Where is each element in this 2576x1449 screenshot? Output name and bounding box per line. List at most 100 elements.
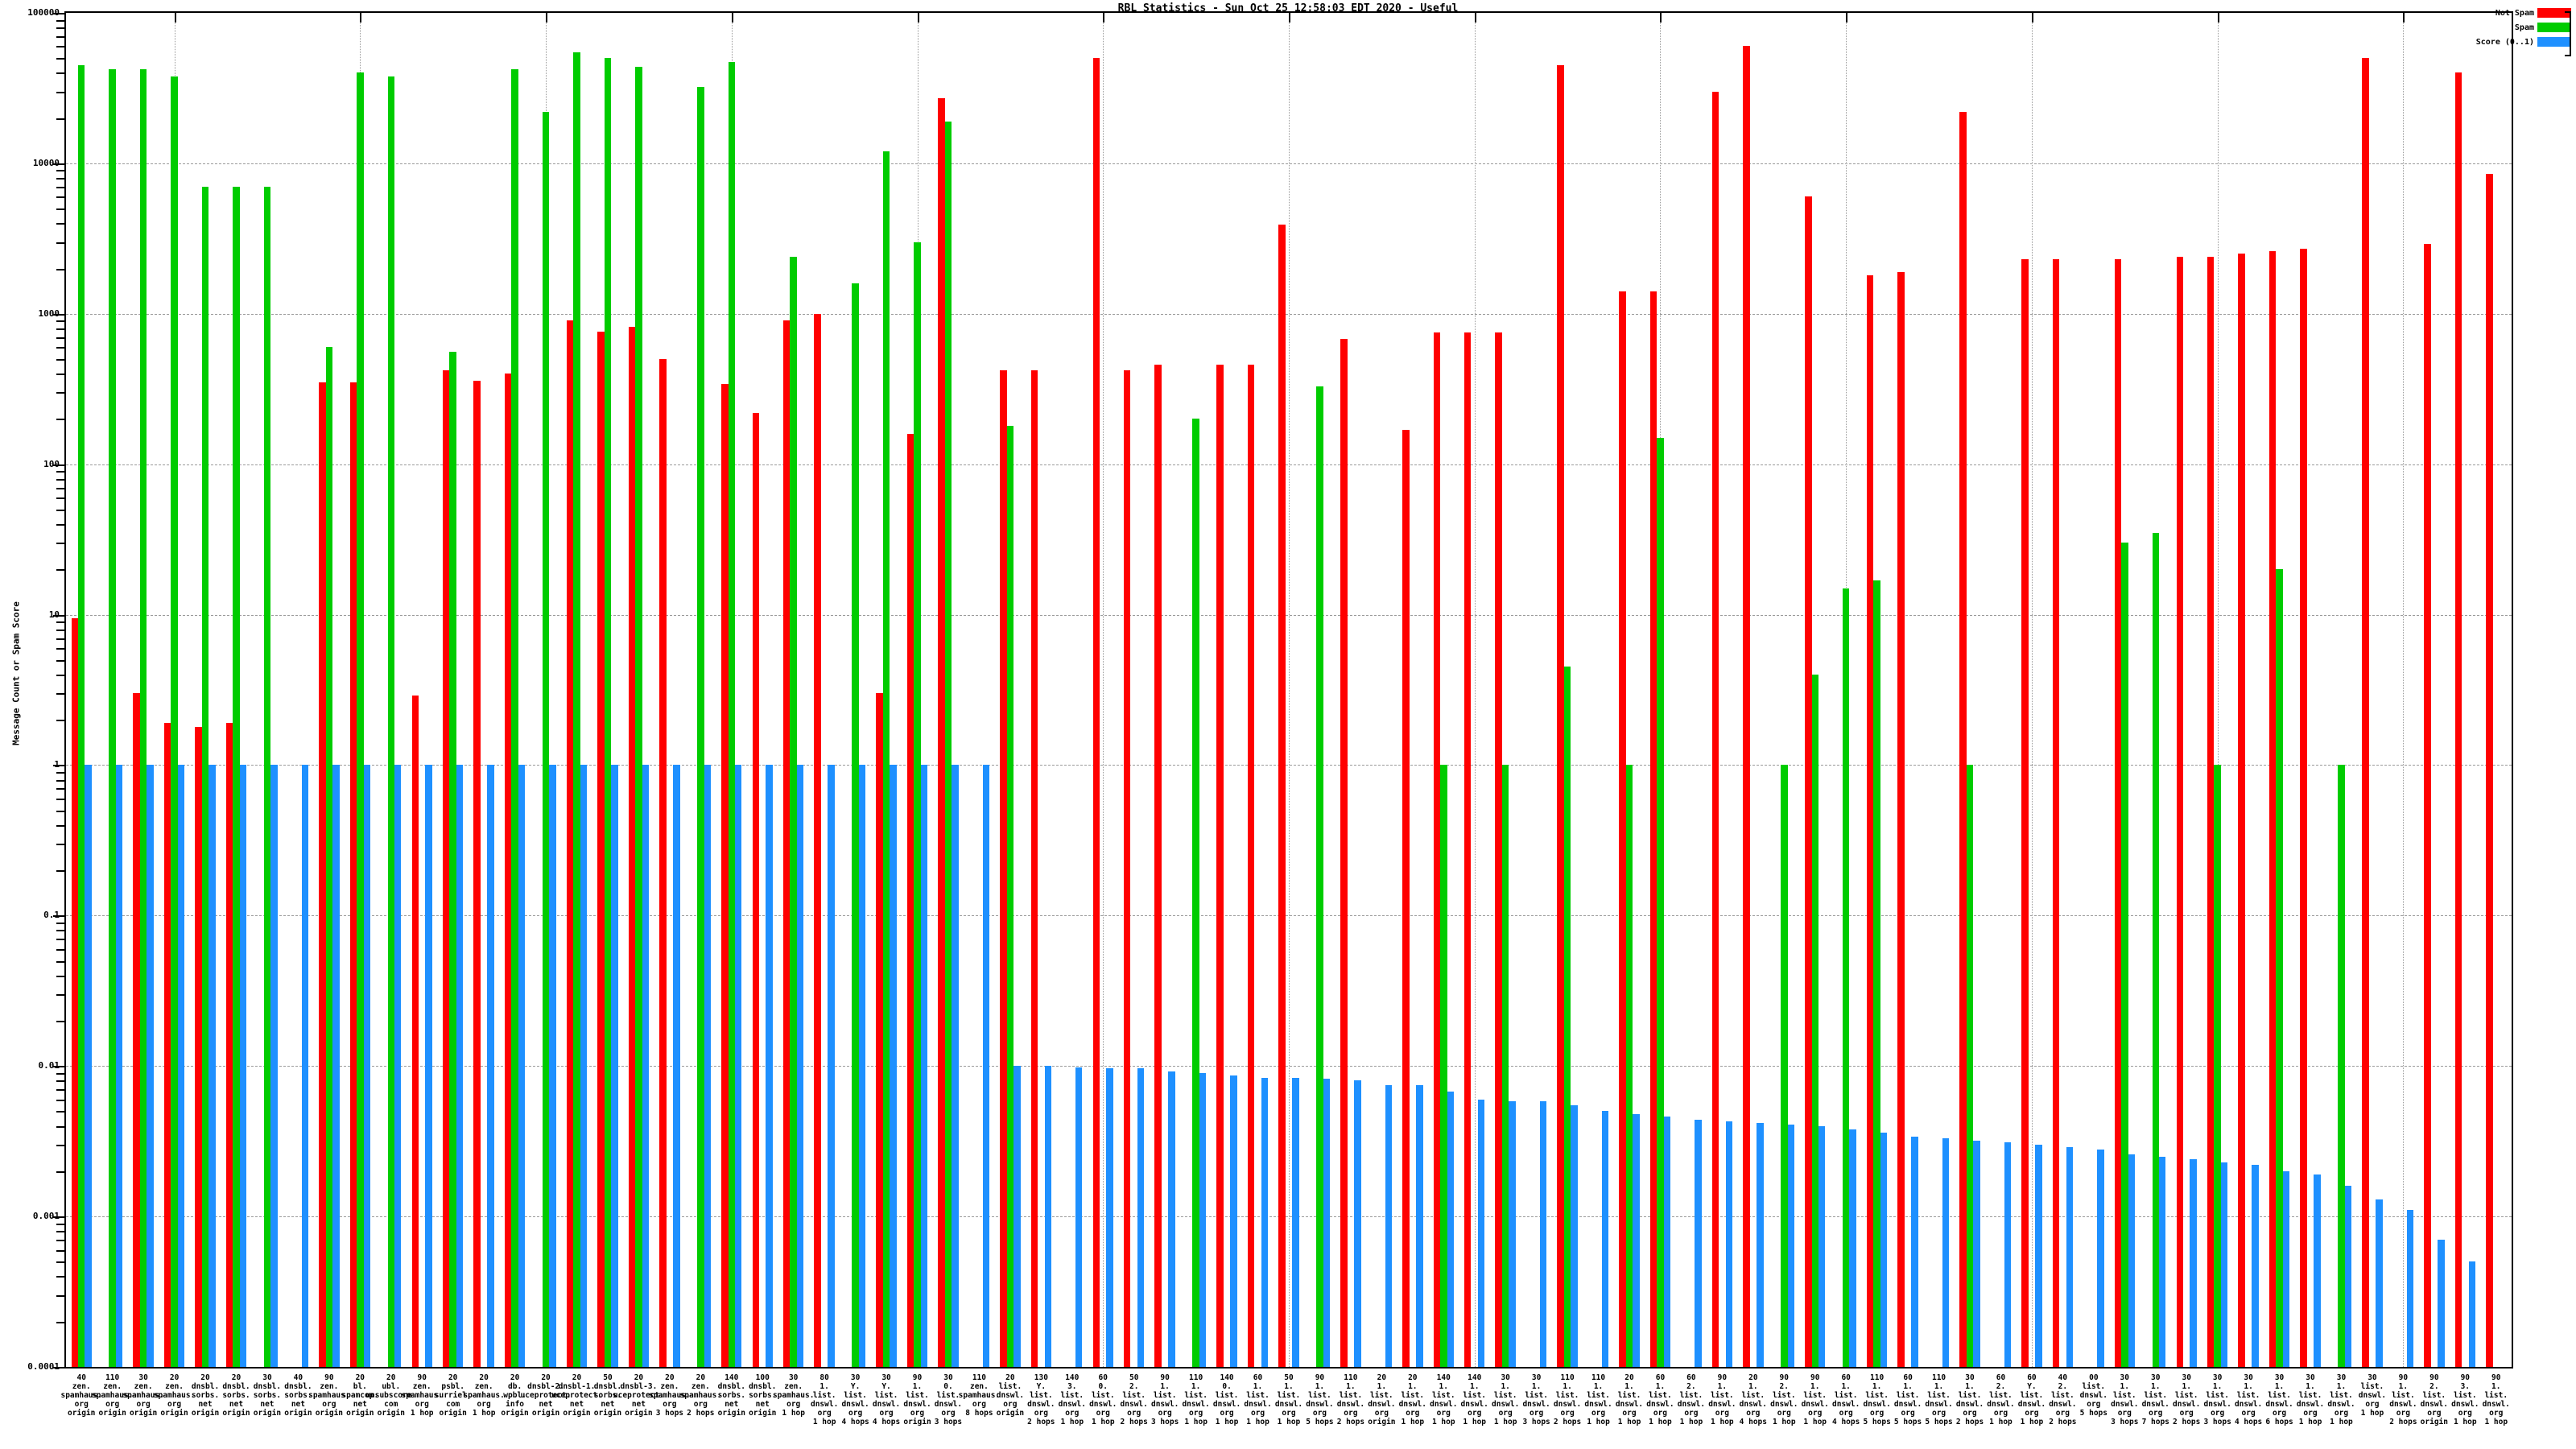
y-axis-minor-tick (56, 35, 66, 38)
x-axis-tick-label: 40 2. list. dnswl. org 2 hops (2049, 1373, 2077, 1426)
legend-item: Score (0..1) (2450, 35, 2571, 48)
bar-spam (2214, 765, 2221, 1367)
x-axis-tick-label: 140 3. list. dnswl. org 1 hop (1058, 1373, 1086, 1426)
x-axis-tick-label: 30 1. list. dnswl. org 6 hops (2265, 1373, 2293, 1426)
bar-spam (882, 151, 890, 1367)
bar-not-spam (1092, 58, 1100, 1367)
x-axis-tick-label: 30 1. list. dnswl. org 7 hops (2141, 1373, 2169, 1426)
bar-score (487, 765, 494, 1367)
bar-score (301, 765, 309, 1367)
x-axis-tick-label: 30 1. list. dnswl. org 3 hops (1522, 1373, 1550, 1426)
y-axis-minor-tick (56, 771, 66, 774)
bar-score (1757, 1122, 1764, 1367)
bar-not-spam (752, 412, 760, 1367)
bar-not-spam (2424, 244, 2431, 1367)
bar-score (766, 765, 773, 1367)
gridline-vertical (2403, 13, 2405, 1367)
x-axis-tick-label: 90 1. list. dnswl. org origin (903, 1373, 931, 1426)
bar-score (394, 765, 402, 1367)
bar-not-spam (1743, 46, 1750, 1367)
x-axis-tick-label: 30 zen. spamhaus. org origin (122, 1373, 164, 1418)
x-axis-tick-label: 30 list. dnswl. org 1 hop (2358, 1373, 2387, 1418)
bar-score (115, 765, 123, 1367)
x-axis-tick-label: 20 dnsbl. sorbs. net origin (191, 1373, 220, 1418)
bar-not-spam (566, 320, 574, 1367)
x-axis-tick-label: 60 1. list. dnswl. org 4 hops (1832, 1373, 1860, 1426)
bar-score (2128, 1154, 2135, 1367)
y-axis-minor-tick (56, 1231, 66, 1233)
gridline-vertical (1289, 13, 1290, 1367)
gridline-vertical (2031, 13, 2033, 1367)
y-axis-tick (53, 1367, 66, 1368)
x-axis-tick-label: 20 ubl. unsubscore. com origin (365, 1373, 417, 1418)
y-axis-minor-tick (56, 648, 66, 650)
bar-score (177, 765, 185, 1367)
bar-spam (387, 76, 394, 1367)
x-axis-tick-label: 90 zen. spamhaus. org origin (308, 1373, 350, 1418)
y-axis-minor-tick (56, 1170, 66, 1173)
y-axis-minor-tick (56, 693, 66, 696)
y-axis-tick-label: 1000 (38, 308, 60, 319)
x-axis-tick-label: 90 1. list. dnswl. org 1 hop (1708, 1373, 1736, 1426)
y-axis-minor-tick (56, 419, 66, 421)
bar-score (952, 765, 959, 1367)
legend-label: Not Spam (2495, 8, 2534, 18)
bar-spam (233, 186, 240, 1367)
x-axis-tick-label: 20 1. list. dnswl. org 1 hop (1398, 1373, 1426, 1426)
bar-not-spam (628, 326, 636, 1367)
bar-score (270, 765, 278, 1367)
bar-score (642, 765, 650, 1367)
bar-spam (573, 52, 580, 1367)
bar-not-spam (319, 382, 326, 1367)
y-axis-tick (53, 915, 66, 918)
x-axis-tick-label: 110 1. list. dnswl. org 5 hops (1925, 1373, 1953, 1426)
bar-score (1044, 1066, 1052, 1367)
y-axis-tick (53, 1066, 66, 1068)
bar-score (2190, 1159, 2197, 1367)
plot-inner (66, 13, 2512, 1367)
bar-not-spam (721, 384, 729, 1367)
x-axis-tick-label: 130 Y. list. dnswl. org 2 hops (1027, 1373, 1055, 1426)
bar-score (1137, 1067, 1145, 1367)
bar-not-spam (2207, 256, 2215, 1367)
x-axis-tick-label: 30 1. list. dnswl. org 1 hop (2296, 1373, 2325, 1426)
y-axis-minor-tick (56, 720, 66, 722)
bar-score (1168, 1071, 1175, 1367)
x-axis-tick-label: 90 2. list. dnswl. org 1 hop (1770, 1373, 1798, 1426)
bar-score (1571, 1104, 1578, 1367)
bar-not-spam (1030, 370, 1038, 1367)
x-axis-tick-label: 30 1. list. dnswl. org 2 hops (1955, 1373, 1984, 1426)
bar-score (363, 765, 370, 1367)
y-axis-minor-tick (56, 336, 66, 339)
x-axis-tick-label: 60 2. list. dnswl. org 1 hop (1987, 1373, 2015, 1426)
bar-score (735, 765, 742, 1367)
bar-spam (263, 186, 271, 1367)
bar-score (580, 765, 588, 1367)
y-axis-tick-label: 0.01 (38, 1060, 60, 1071)
x-axis-tick-label: 20 zen. spamhaus. org 3 hops (649, 1373, 691, 1418)
legend-item: Spam (2450, 21, 2571, 34)
x-axis-tick (2217, 11, 2219, 23)
y-axis-tick (53, 765, 66, 767)
x-axis-tick-label: 20 bl. spamcop. net origin (341, 1373, 379, 1418)
y-axis-minor-tick (56, 268, 66, 270)
bar-score (2220, 1162, 2228, 1367)
x-axis-tick-label: 80 1. list. dnswl. org 1 hop (810, 1373, 839, 1426)
x-axis-tick-label: 20 zen. spamhaus. org 2 hops (679, 1373, 722, 1418)
x-axis-tick-label: 20 zen. spamhaus. org 1 hop (463, 1373, 505, 1418)
bar-score (1199, 1072, 1207, 1367)
y-axis-minor-tick (56, 1294, 66, 1297)
y-axis-minor-tick (56, 543, 66, 545)
x-axis-tick-label: 30 1. list. dnswl. org 1 hop (2327, 1373, 2355, 1426)
y-axis-minor-tick (56, 930, 66, 932)
bar-score (1787, 1124, 1794, 1367)
y-axis-minor-tick (56, 798, 66, 800)
bar-spam (1842, 588, 1850, 1367)
bar-spam (944, 121, 952, 1367)
y-axis-minor-tick (56, 1249, 66, 1252)
y-axis-minor-tick (56, 824, 66, 827)
y-axis-minor-tick (56, 208, 66, 211)
y-axis-minor-tick (56, 46, 66, 48)
bar-score (704, 765, 712, 1367)
bar-not-spam (814, 313, 821, 1367)
